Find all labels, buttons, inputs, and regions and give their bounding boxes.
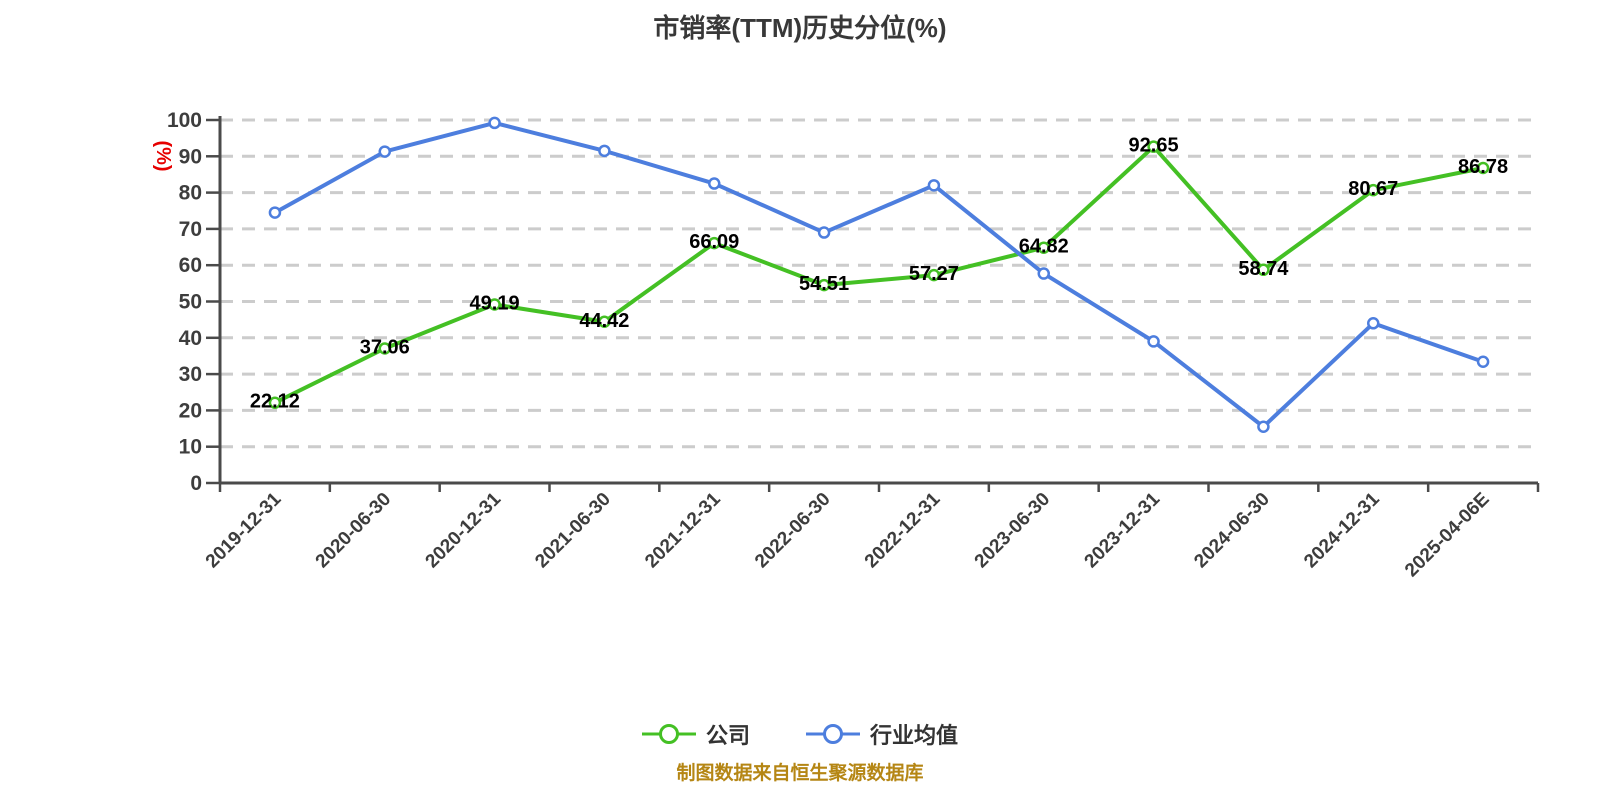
legend-label-company: 公司 <box>705 723 750 748</box>
y-tick-label: 30 <box>179 363 202 386</box>
industry-data-point[interactable] <box>817 226 831 239</box>
y-tick-label: 80 <box>179 182 202 205</box>
company-data-point[interactable] <box>378 342 391 355</box>
x-tick-label: 2023-12-31 <box>1081 488 1165 572</box>
legend-item-company[interactable]: 公司 <box>641 718 750 750</box>
data-point-label: 66.09 <box>689 231 739 253</box>
data-point-label: 57.27 <box>909 263 959 285</box>
industry-data-point[interactable] <box>1037 267 1050 280</box>
data-point-label: 44.42 <box>579 310 629 332</box>
data-point-label: 22.12 <box>250 391 300 413</box>
company-data-point[interactable] <box>1367 183 1380 197</box>
company-data-point[interactable] <box>817 278 831 292</box>
data-point-label: 64.82 <box>1019 236 1069 258</box>
industry-data-point[interactable] <box>268 206 282 219</box>
x-tick-label: 2019-12-31 <box>202 488 286 572</box>
company-data-point[interactable] <box>1476 161 1490 175</box>
data-point-label: 58.74 <box>1238 258 1289 280</box>
chart-title: 市销率(TTM)历史分位(%) <box>653 13 947 43</box>
x-tick-label: 2024-06-30 <box>1190 489 1274 573</box>
x-tick-label: 2024-12-31 <box>1300 488 1384 572</box>
x-tick-label: 2021-06-30 <box>531 489 615 573</box>
company-series-line <box>272 144 1486 405</box>
y-tick-label: 70 <box>179 218 202 241</box>
legend: 公司 行业均值 <box>0 718 1600 750</box>
industry-data-point[interactable] <box>488 116 501 130</box>
industry-data-point[interactable] <box>1257 420 1270 433</box>
y-tick-label: 0 <box>190 472 202 495</box>
data-source-note: 制图数据来自恒生聚源数据库 <box>676 763 924 784</box>
data-point-label: 80.67 <box>1348 178 1398 200</box>
company-data-point[interactable] <box>1147 140 1160 153</box>
data-point-label: 37.06 <box>360 336 410 358</box>
y-axis-unit-label: (%) <box>152 140 174 172</box>
company-data-point[interactable] <box>1257 263 1270 277</box>
industry-data-point[interactable] <box>1367 317 1380 330</box>
legend-label-industry: 行业均值 <box>870 723 959 748</box>
x-tick-label: 2020-12-31 <box>422 488 506 572</box>
y-tick-label: 40 <box>179 327 202 350</box>
industry-data-point[interactable] <box>1147 335 1160 348</box>
company-legend-marker-icon <box>641 724 696 744</box>
y-tick-label: 20 <box>179 399 202 422</box>
y-tick-label: 50 <box>179 291 202 314</box>
y-tick-label: 60 <box>179 254 202 277</box>
industry-legend-marker-icon <box>806 724 860 744</box>
company-data-point[interactable] <box>927 268 941 282</box>
data-point-label: 54.51 <box>799 273 849 295</box>
data-point-label: 86.78 <box>1458 156 1508 178</box>
x-tick-label: 2020-06-30 <box>312 489 396 573</box>
company-data-point[interactable] <box>708 236 721 250</box>
industry-data-point[interactable] <box>1476 355 1490 369</box>
x-tick-label: 2021-12-31 <box>641 488 725 572</box>
x-tick-label: 2025-04-06E <box>1401 489 1494 582</box>
industry-data-point[interactable] <box>927 179 941 192</box>
x-tick-label: 2023-06-30 <box>971 489 1055 573</box>
company-data-point[interactable] <box>1037 241 1050 254</box>
y-tick-label: 90 <box>179 145 202 168</box>
company-data-point[interactable] <box>598 315 611 329</box>
y-tick-label: 10 <box>179 436 202 459</box>
y-tick-label: 100 <box>167 109 202 132</box>
data-point-label: 92.65 <box>1129 135 1179 157</box>
data-point-label: 49.19 <box>470 292 520 314</box>
company-data-point[interactable] <box>268 396 282 409</box>
company-data-point[interactable] <box>488 298 501 311</box>
industry-series-line <box>272 120 1486 429</box>
x-tick-label: 2022-06-30 <box>751 489 835 573</box>
industry-data-point[interactable] <box>598 144 611 158</box>
industry-data-point[interactable] <box>378 145 391 158</box>
x-tick-label: 2022-12-31 <box>861 488 945 572</box>
industry-data-point[interactable] <box>708 177 721 190</box>
legend-item-industry[interactable]: 行业均值 <box>806 718 958 750</box>
